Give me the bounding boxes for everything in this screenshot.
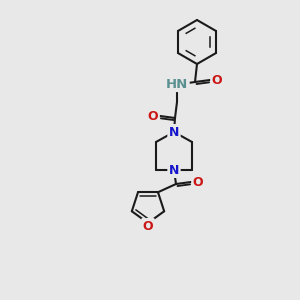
Text: HN: HN [166,77,188,91]
Text: O: O [148,110,158,122]
Text: O: O [193,176,203,188]
Text: N: N [169,164,179,176]
Text: O: O [212,74,222,86]
Text: O: O [143,220,153,232]
Text: N: N [169,125,179,139]
